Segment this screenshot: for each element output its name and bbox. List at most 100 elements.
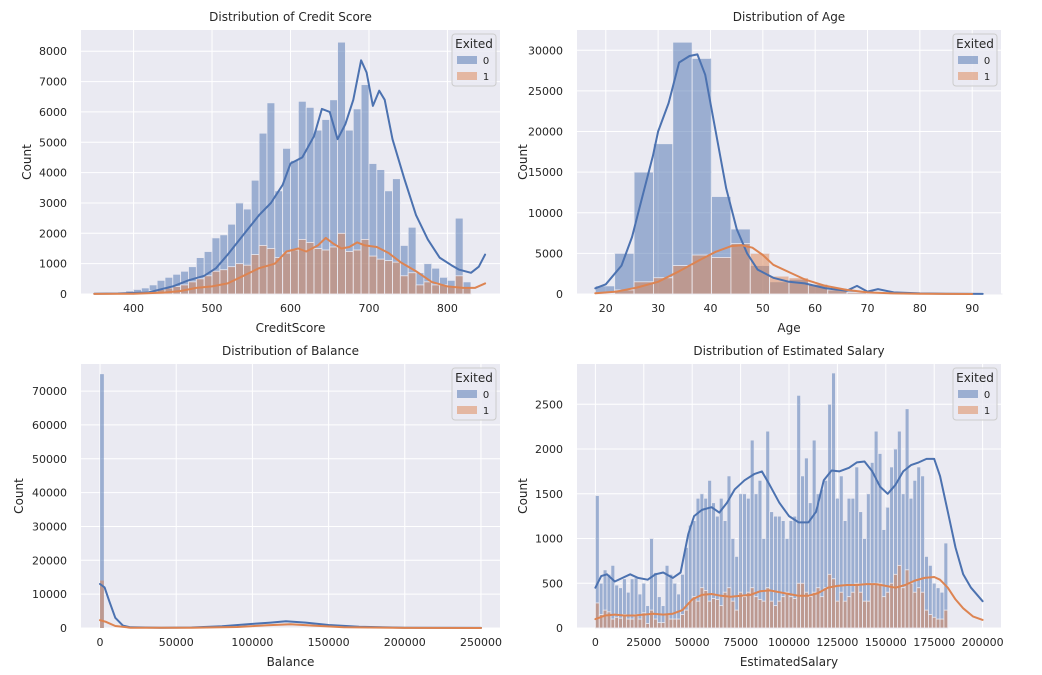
chart-3: 0 50000 100000 150000 200000 2500000100002000…	[12, 344, 502, 669]
y-tick-label: 60000	[32, 419, 67, 432]
bar-series-1	[769, 600, 774, 629]
bar-series-1	[407, 272, 417, 295]
bar-series-1	[680, 614, 685, 629]
bar-series-1	[711, 598, 716, 629]
y-tick-label: 1000	[39, 258, 67, 271]
bar-series-1	[807, 596, 813, 629]
bar-series-1	[881, 596, 887, 629]
bar-series-1	[622, 614, 627, 629]
bar-series-1	[290, 249, 299, 295]
bar-series-1	[653, 618, 658, 629]
x-axis-label: Balance	[267, 655, 315, 669]
bar-series-1	[250, 254, 260, 295]
bar-series-1	[384, 260, 393, 295]
bar-series-1	[804, 591, 809, 629]
bar-series-1	[893, 573, 898, 629]
x-axis-label: CreditScore	[256, 321, 326, 335]
x-tick-label: 125000	[816, 636, 858, 649]
bar-series-1	[695, 600, 701, 629]
bar-series-1	[742, 596, 747, 629]
y-tick-label: 1500	[535, 488, 563, 501]
bar-series-1	[664, 614, 670, 629]
y-tick-label: 2000	[39, 227, 67, 240]
bar-series-1	[431, 284, 440, 295]
x-tick-label: 50000	[159, 636, 194, 649]
legend: Exited 0 1	[952, 367, 998, 421]
x-tick-label: 80	[913, 302, 927, 315]
legend-label-0: 0	[984, 390, 990, 401]
x-tick-label: 400	[123, 302, 144, 315]
legend: Exited 0 1	[952, 33, 998, 87]
x-tick-label: 250000	[460, 636, 502, 649]
bar-series-1	[352, 249, 362, 295]
bar-series-1	[776, 600, 782, 629]
bar-series-1	[629, 618, 635, 629]
bar-series-1	[931, 616, 937, 629]
x-tick-label: 175000	[913, 636, 955, 649]
bar-series-1	[908, 582, 914, 629]
bar-series-1	[927, 614, 933, 629]
bar-series-1	[392, 261, 401, 295]
bar-series-1	[788, 596, 794, 629]
bar-series-1	[633, 614, 639, 629]
bar-series-1	[873, 582, 879, 629]
bar-series-1	[602, 609, 608, 629]
bar-series-1	[889, 582, 894, 629]
x-tick-label: 30	[651, 302, 665, 315]
y-tick-label: 20000	[32, 554, 67, 567]
kde-line-series-0	[93, 59, 487, 295]
y-tick-label: 2000	[535, 443, 563, 456]
bar-series-1	[858, 591, 863, 629]
histogram-bars	[594, 372, 949, 629]
bar-series-1	[823, 587, 829, 629]
legend: Exited 0 1	[451, 33, 497, 87]
y-axis-label: Count	[516, 478, 530, 514]
bar-series-1	[376, 258, 386, 295]
bar-series-1	[730, 600, 736, 629]
x-tick-label: 40	[703, 302, 717, 315]
bar-series-1	[691, 596, 697, 629]
bar-series-1	[835, 600, 840, 629]
x-tick-label: 200000	[384, 636, 426, 649]
histogram-bars	[100, 374, 104, 628]
bar-series-1	[625, 618, 631, 629]
bar-series-1	[726, 587, 732, 629]
bar-series-1	[819, 596, 825, 629]
bar-series-1	[211, 270, 221, 295]
bar-series-1	[792, 598, 798, 629]
bar-series-1	[885, 591, 891, 629]
bar-series-1	[660, 622, 666, 629]
bar-series-1	[645, 623, 651, 629]
x-tick-label: 50	[756, 302, 770, 315]
bar-series-1	[746, 591, 751, 629]
x-tick-label: 700	[358, 302, 379, 315]
legend-title: Exited	[956, 37, 994, 51]
bar-series-1	[897, 564, 902, 629]
bar-series-1	[637, 618, 643, 629]
legend-label-1: 1	[483, 406, 489, 417]
bar-series-1	[718, 605, 724, 629]
x-tick-label: 150000	[865, 636, 907, 649]
x-tick-label: 75000	[723, 636, 758, 649]
bar-series-1	[618, 617, 623, 629]
y-tick-label: 40000	[32, 487, 67, 500]
bar-series-1	[722, 591, 728, 629]
kde-line-series-1	[594, 244, 974, 295]
legend-swatch-1	[457, 406, 477, 414]
bar-series-0	[100, 374, 104, 628]
legend-title: Exited	[956, 371, 994, 385]
x-tick-label: 0	[592, 636, 599, 649]
kde-line-series-0	[594, 53, 984, 295]
bar-series-1	[916, 587, 922, 629]
bar-series-0	[653, 143, 674, 295]
legend-title: Exited	[455, 37, 493, 51]
x-tick-label: 150000	[308, 636, 350, 649]
bar-series-1	[672, 618, 678, 629]
y-tick-label: 0	[556, 622, 563, 635]
y-tick-label: 7000	[39, 76, 67, 89]
bar-series-1	[904, 569, 910, 629]
bar-series-1	[337, 232, 346, 295]
legend-title: Exited	[455, 371, 493, 385]
y-tick-label: 25000	[528, 85, 563, 98]
